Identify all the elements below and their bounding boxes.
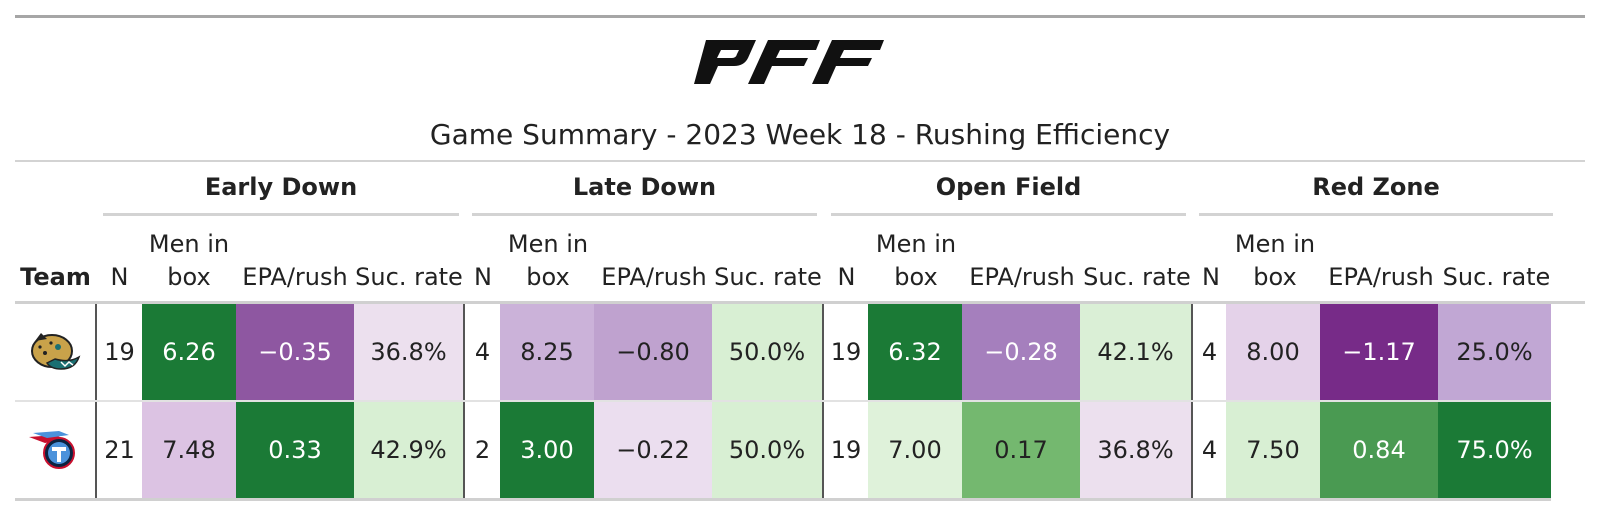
group-open-field: Open Field: [935, 173, 1082, 201]
cell-open-suc-rate: 36.8%: [1080, 401, 1192, 501]
cell-late-suc-rate: 50.0%: [712, 304, 823, 402]
cell-late-epa: −0.22: [594, 401, 712, 501]
cell-open-n: 19: [822, 401, 868, 501]
col-header-suc-rate: Suc. rate: [714, 263, 822, 291]
col-header-suc-rate: Suc. rate: [1442, 263, 1551, 291]
col-header-suc-rate: Suc. rate: [1083, 263, 1191, 291]
col-header-n: N: [837, 263, 856, 291]
efficiency-table: 19 6.26 −0.35 36.8% 4 8.25 −0.80 50.0% 1…: [15, 304, 1551, 501]
cell-late-n: 2: [463, 401, 500, 501]
group-late-down: Late Down: [572, 173, 717, 201]
group-underline: [1199, 213, 1553, 216]
cell-redzone-epa: 0.84: [1320, 401, 1438, 501]
col-header-epa: EPA/rush: [969, 263, 1075, 291]
cell-open-epa: 0.17: [962, 401, 1080, 501]
cell-early-suc-rate: 42.9%: [354, 401, 464, 501]
cell-open-epa: −0.28: [962, 304, 1080, 402]
page-title: Game Summary - 2023 Week 18 - Rushing Ef…: [429, 118, 1171, 151]
col-header-men-in-box-line1: Men in: [148, 230, 230, 258]
col-header-men-in-box-line2: box: [167, 263, 211, 291]
table-row: 21 7.48 0.33 42.9% 2 3.00 −0.22 50.0% 19…: [15, 401, 1551, 501]
col-header-men-in-box-line1: Men in: [875, 230, 957, 258]
team-cell: [15, 304, 96, 402]
col-header-men-in-box-line2: box: [526, 263, 570, 291]
cell-early-men-in-box: 7.48: [142, 401, 236, 501]
group-underline: [103, 213, 459, 216]
cell-late-epa: −0.80: [594, 304, 712, 402]
cell-redzone-epa: −1.17: [1320, 304, 1438, 402]
col-header-n: N: [1202, 263, 1220, 291]
cell-redzone-suc-rate: 25.0%: [1438, 304, 1551, 402]
cell-late-suc-rate: 50.0%: [712, 401, 823, 501]
cell-early-suc-rate: 36.8%: [354, 304, 464, 402]
col-header-men-in-box-line1: Men in: [507, 230, 589, 258]
col-header-n: N: [474, 263, 492, 291]
cell-late-n: 4: [463, 304, 500, 402]
cell-redzone-men-in-box: 8.00: [1226, 304, 1320, 402]
col-header-epa: EPA/rush: [242, 263, 348, 291]
cell-redzone-men-in-box: 7.50: [1226, 401, 1320, 501]
cell-open-suc-rate: 42.1%: [1080, 304, 1192, 402]
col-header-men-in-box-line1: Men in: [1234, 230, 1316, 258]
cell-late-men-in-box: 8.25: [500, 304, 594, 402]
cell-early-n: 21: [95, 401, 142, 501]
col-header-team: Team: [20, 263, 91, 291]
cell-redzone-suc-rate: 75.0%: [1438, 401, 1551, 501]
col-header-epa: EPA/rush: [1328, 263, 1434, 291]
cell-early-epa: 0.33: [236, 401, 354, 501]
table-row: 19 6.26 −0.35 36.8% 4 8.25 −0.80 50.0% 1…: [15, 304, 1551, 402]
cell-early-n: 19: [95, 304, 142, 402]
group-underline: [831, 213, 1186, 216]
title-rule: [15, 160, 1585, 162]
jaguars-logo-icon: [31, 333, 81, 370]
cell-late-men-in-box: 3.00: [500, 401, 594, 501]
header-rule: [15, 301, 1585, 304]
pff-logo-icon: [694, 40, 884, 84]
cell-open-men-in-box: 6.32: [868, 304, 962, 402]
titans-logo-icon: [29, 431, 75, 469]
top-rule: [15, 15, 1585, 18]
col-header-n: N: [110, 263, 129, 291]
team-cell: [15, 401, 96, 501]
group-underline: [472, 213, 817, 216]
cell-early-men-in-box: 6.26: [142, 304, 236, 402]
col-header-men-in-box-line2: box: [1253, 263, 1297, 291]
col-header-suc-rate: Suc. rate: [355, 263, 463, 291]
col-header-men-in-box-line2: box: [894, 263, 938, 291]
cell-redzone-n: 4: [1191, 401, 1226, 501]
cell-redzone-n: 4: [1191, 304, 1226, 402]
group-early-down: Early Down: [204, 173, 358, 201]
cell-open-n: 19: [822, 304, 868, 402]
col-header-epa: EPA/rush: [601, 263, 707, 291]
cell-open-men-in-box: 7.00: [868, 401, 962, 501]
cell-early-epa: −0.35: [236, 304, 354, 402]
group-red-zone: Red Zone: [1312, 173, 1440, 201]
